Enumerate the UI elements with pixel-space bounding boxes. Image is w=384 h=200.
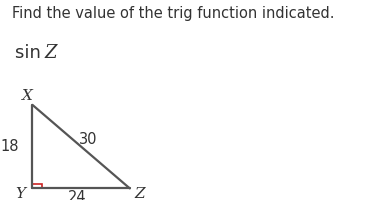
Text: 24: 24 bbox=[68, 190, 87, 200]
Text: Z: Z bbox=[44, 44, 57, 62]
Text: 30: 30 bbox=[79, 132, 98, 147]
Text: Y: Y bbox=[15, 187, 25, 200]
Bar bbox=[33, 184, 42, 188]
Text: 18: 18 bbox=[1, 139, 19, 154]
Text: X: X bbox=[22, 89, 33, 103]
Text: Find the value of the trig function indicated.: Find the value of the trig function indi… bbox=[12, 6, 334, 21]
Text: Z: Z bbox=[134, 187, 145, 200]
Text: sin: sin bbox=[15, 44, 47, 62]
